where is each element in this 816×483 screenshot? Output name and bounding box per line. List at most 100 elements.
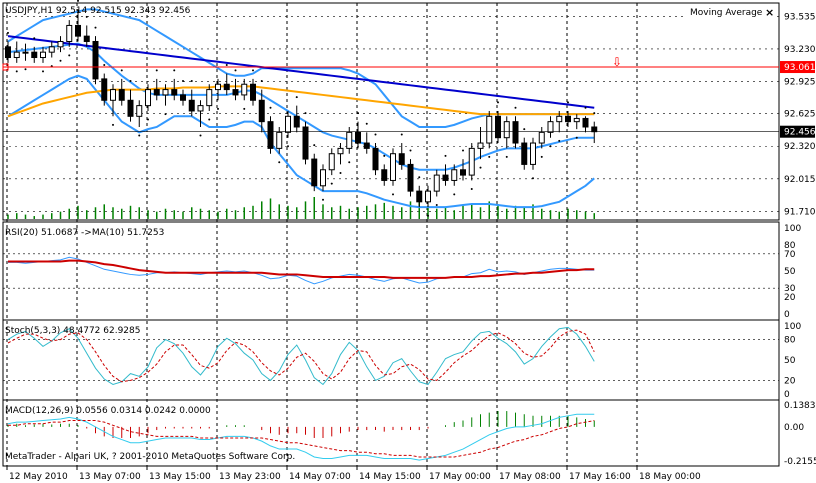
- candle-body: [223, 83, 230, 91]
- candle-body: [110, 89, 116, 101]
- sar-dot: [497, 101, 499, 104]
- sar-dot: [155, 69, 158, 72]
- stochastic-label: Stoch(5,3,3) 48.4772 62.9285: [5, 326, 140, 336]
- price-tick-label: 92.625: [784, 110, 816, 120]
- sar-dot: [42, 70, 44, 73]
- candle-body: [13, 51, 20, 59]
- candle-body: [258, 99, 265, 123]
- sar-dot: [558, 139, 561, 142]
- current-price-tag: [780, 125, 815, 138]
- candle-body: [337, 147, 344, 155]
- sar-dot: [374, 133, 377, 136]
- candle-body: [215, 83, 221, 91]
- indicator-tab-bg: [683, 4, 775, 19]
- sar-dot: [252, 69, 254, 72]
- sar-dot: [409, 149, 412, 152]
- pane-frame-3: [2, 399, 780, 467]
- candle-body: [591, 126, 598, 133]
- rsi-tick-label: 30: [784, 284, 796, 294]
- candle-body: [582, 117, 589, 128]
- sar-dot: [59, 59, 62, 62]
- candle-body: [162, 89, 169, 96]
- candle-body: [171, 89, 178, 96]
- macd-tick-label: 0.1383: [784, 401, 816, 411]
- sar-dot: [479, 166, 482, 169]
- sar-dot: [567, 101, 569, 104]
- sar-dot: [304, 112, 307, 115]
- candle-body: [486, 115, 493, 144]
- price-tick-label: 92.320: [784, 142, 816, 152]
- candle-body: [197, 105, 204, 112]
- time-axis-label: 12 May 2010: [9, 472, 68, 482]
- sar-dot: [295, 96, 298, 99]
- sar-dot: [418, 176, 421, 179]
- candle-body: [433, 174, 440, 192]
- parabolic-sar-dots: [7, 0, 596, 217]
- sar-dot: [243, 107, 246, 110]
- sar-dot: [33, 37, 36, 40]
- candle-body: [320, 169, 326, 187]
- candle-body: [83, 35, 90, 42]
- pane-frame-0: [2, 2, 780, 221]
- stochastic-pane: [3, 326, 779, 386]
- candle-body: [302, 126, 309, 160]
- symbol-header: USDJPY,H1 92.514 92.515 92.343 92.456: [5, 6, 191, 16]
- candle-body: [460, 169, 466, 176]
- stoch-main-line: [7, 326, 595, 386]
- candle-body: [495, 115, 501, 139]
- sar-dot: [313, 144, 316, 147]
- close-indicator-button[interactable]: ×: [765, 6, 774, 19]
- stoch-tick-label: 20: [784, 376, 796, 386]
- price-tick-label: 93.535: [784, 12, 816, 22]
- sar-dot: [287, 145, 289, 148]
- candle-body: [442, 174, 449, 181]
- candle-body: [346, 131, 353, 149]
- candle-body: [40, 51, 46, 59]
- current-price-label: 92.456: [784, 128, 816, 138]
- candle-body: [390, 153, 396, 181]
- sar-dot: [514, 106, 517, 109]
- time-axis-labels: 12 May 2010 13 May 07:00 13 May 15:00 13 Ma…: [6, 466, 701, 482]
- time-axis-label: 13 May 07:00: [79, 472, 141, 482]
- rsi-ma-line: [8, 259, 595, 279]
- candle-body: [547, 121, 554, 133]
- sar-dot: [470, 188, 473, 190]
- sar-dot: [435, 204, 438, 207]
- time-axis-label: 17 May 00:00: [429, 472, 491, 482]
- sar-dot: [523, 128, 526, 131]
- candle-body: [565, 115, 571, 123]
- candle-body: [5, 46, 11, 59]
- rsi-tick-label: 100: [784, 224, 801, 234]
- sar-dot: [164, 113, 167, 116]
- sell-arrow-icon: ⇩: [612, 55, 622, 69]
- sar-dot: [173, 69, 176, 72]
- time-axis-label: 14 May 15:00: [359, 472, 421, 482]
- candle-body: [416, 190, 423, 203]
- sar-dot: [322, 198, 324, 201]
- candle-body: [206, 89, 213, 107]
- rsi-label: RSI(20) 51.0687 ->MA(10) 51.7253: [5, 228, 164, 238]
- candle-body: [285, 115, 291, 133]
- sar-dot: [549, 145, 552, 148]
- rsi-tick-label: 0: [784, 310, 790, 320]
- candle-body: [451, 169, 458, 181]
- sar-dot: [392, 193, 394, 196]
- candle-body: [180, 94, 186, 101]
- sar-dot: [365, 122, 368, 125]
- sar-dot: [68, 54, 71, 57]
- sar-dot: [85, 15, 88, 18]
- sar-dot: [462, 149, 464, 152]
- sar-dot: [444, 154, 447, 157]
- sar-dot: [427, 214, 429, 217]
- candle-body: [398, 153, 405, 165]
- stoch-tick-label: 50: [784, 356, 796, 366]
- macd-tick-label: 0.00: [784, 423, 804, 433]
- sar-dot: [234, 69, 237, 72]
- stoch-tick-label: 80: [784, 336, 796, 346]
- candle-body: [512, 121, 519, 144]
- sar-dot: [505, 155, 508, 158]
- candle-body: [145, 89, 151, 107]
